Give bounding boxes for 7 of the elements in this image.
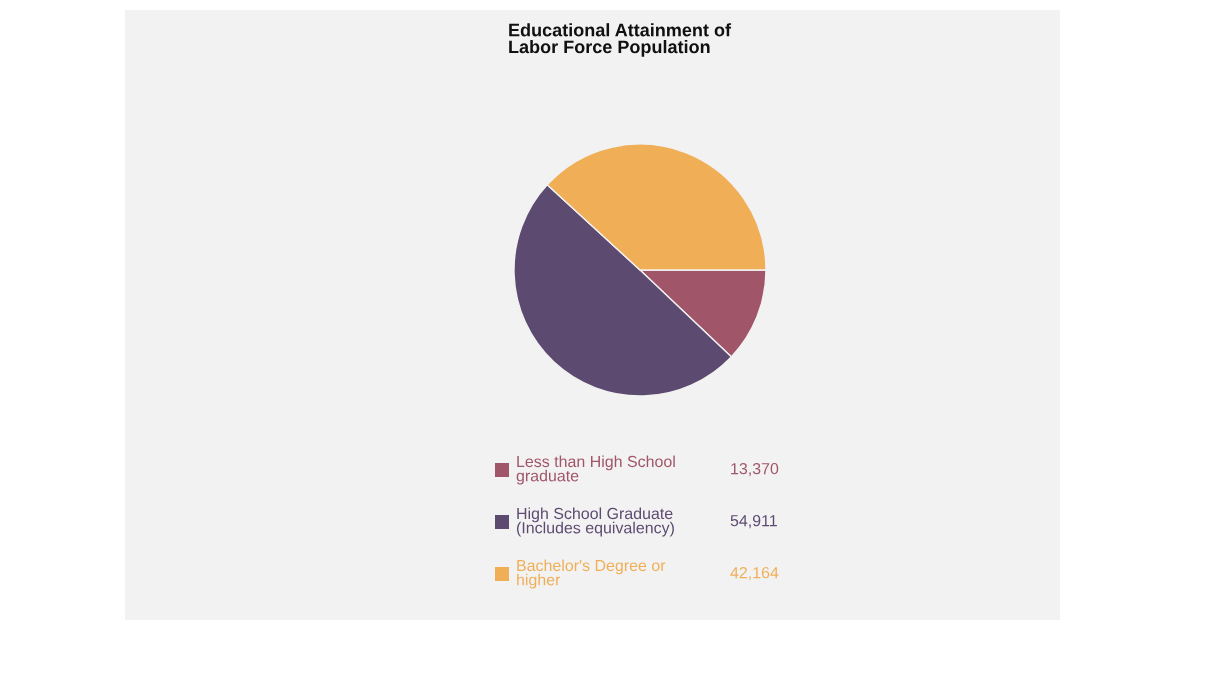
data-label: 42,164 [730, 566, 779, 581]
legend-label: Less than High School graduate [516, 455, 675, 485]
data-label: 13,370 [731, 462, 779, 477]
chart-title: Educational Attainment of Labor Force Population [509, 23, 732, 57]
legend-label: High School Graduate (Includes equivalency) [516, 507, 674, 537]
data-label: 54,911 [730, 514, 777, 529]
legend-label: Bachelor's Degree or higher [517, 559, 666, 589]
